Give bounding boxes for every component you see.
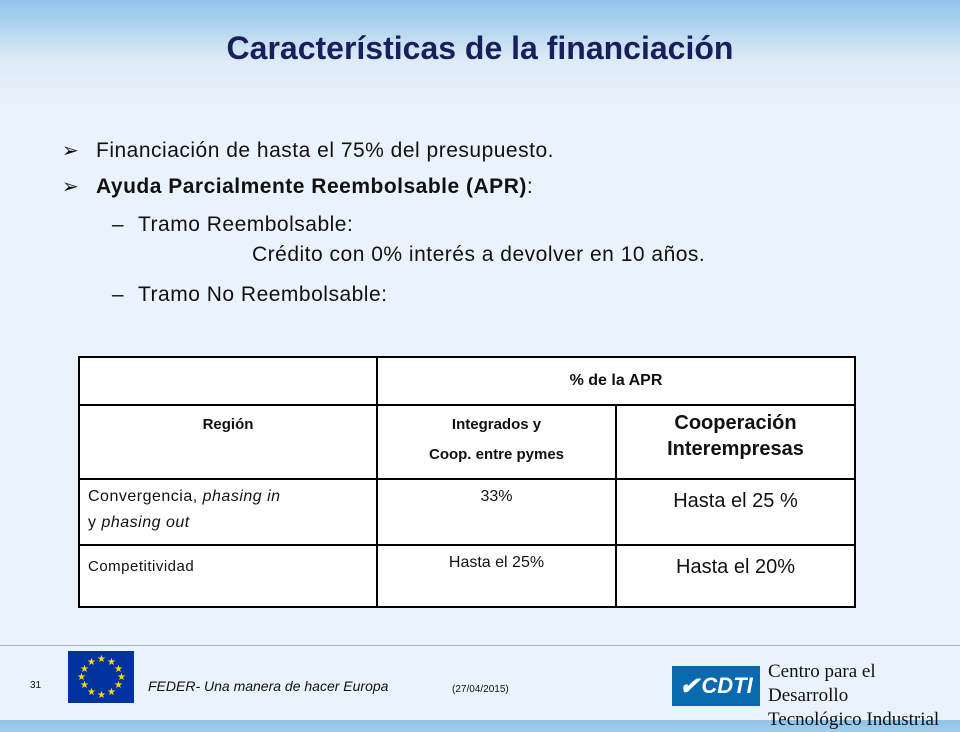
dash-marker: – <box>111 283 124 306</box>
organization-name: Centro para el Desarrollo Tecnológico In… <box>768 660 960 732</box>
region-cell: Convergencia, phasing in y phasing out <box>78 478 378 546</box>
eu-flag-icon: ★ ★ ★ ★ ★ ★ ★ ★ ★ ★ ★ ★ <box>68 651 134 703</box>
coop-value-cell: Hasta el 25 % <box>615 478 856 546</box>
integrated-value-cell: Hasta el 25% <box>376 544 617 608</box>
table-corner-cell <box>78 356 378 406</box>
integrated-header-cell: Integrados y Coop. entre pymes <box>376 404 617 480</box>
check-icon: ✔ <box>679 672 700 700</box>
region-text: y <box>88 514 102 531</box>
bullet-item: ➢ Ayuda Parcialmente Reembolsable (APR): <box>62 174 942 200</box>
arrow-bullet-icon: ➢ <box>62 176 80 198</box>
integrated-header-line2: Coop. entre pymes <box>428 446 565 463</box>
sub-item-label: Tramo No Reembolsable: <box>138 283 388 306</box>
page-number: 31 <box>30 680 42 691</box>
integrated-value-cell: 33% <box>376 478 617 546</box>
cdti-logo: ✔ CDTI <box>672 666 760 706</box>
footer-divider <box>0 645 960 646</box>
coop-value-cell: Hasta el 20% <box>615 544 856 608</box>
footer-slogan: FEDER- Una manera de hacer Europa <box>148 678 389 694</box>
sub-item: – Tramo Reembolsable: Crédito con 0% int… <box>62 210 942 270</box>
bullet-item: ➢ Financiación de hasta el 75% del presu… <box>62 138 942 164</box>
group-header-cell: % de la APR <box>376 356 856 406</box>
footer-date: (27/04/2015) <box>452 684 509 695</box>
sub-item: – Tramo No Reembolsable: <box>62 280 942 310</box>
coop-header-cell: Cooperación Interempresas <box>615 404 856 480</box>
region-text-italic: phasing out <box>101 514 190 531</box>
bullet-list: ➢ Financiación de hasta el 75% del presu… <box>62 138 942 310</box>
integrated-header-line1: Integrados y <box>451 416 542 433</box>
table-row: Competitividad Hasta el 25% Hasta el 20% <box>78 544 856 608</box>
cdti-logo-text: CDTI <box>701 673 753 698</box>
region-text: Convergencia, <box>88 488 203 505</box>
bullet-text-tail: : <box>526 175 534 198</box>
slide-title: Características de la financiación <box>226 30 734 66</box>
sub-item-label: Tramo Reembolsable: <box>138 213 354 236</box>
apr-table: % de la APR Región Integrados y Coop. en… <box>78 356 856 608</box>
coop-header-line1: Cooperación <box>674 412 797 434</box>
region-cell: Competitividad <box>78 544 378 608</box>
table-row: Convergencia, phasing in y phasing out 3… <box>78 478 856 546</box>
region-header-cell: Región <box>78 404 378 480</box>
bullet-text: Financiación de hasta el 75% del presupu… <box>96 139 554 162</box>
bullet-text-bold: Ayuda Parcialmente Reembolsable (APR) <box>96 175 527 198</box>
sub-item-detail: Crédito con 0% interés a devolver en 10 … <box>252 243 706 266</box>
table-subheader-row: Región Integrados y Coop. entre pymes Co… <box>78 404 856 480</box>
dash-marker: – <box>111 213 124 236</box>
arrow-bullet-icon: ➢ <box>62 140 80 162</box>
table-header-row: % de la APR <box>78 356 856 406</box>
coop-header-line2: Interempresas <box>667 438 804 460</box>
region-text-italic: phasing in <box>202 488 281 505</box>
organization-name-line2: Tecnológico Industrial <box>768 709 940 730</box>
organization-name-line1: Centro para el Desarrollo <box>768 661 876 706</box>
